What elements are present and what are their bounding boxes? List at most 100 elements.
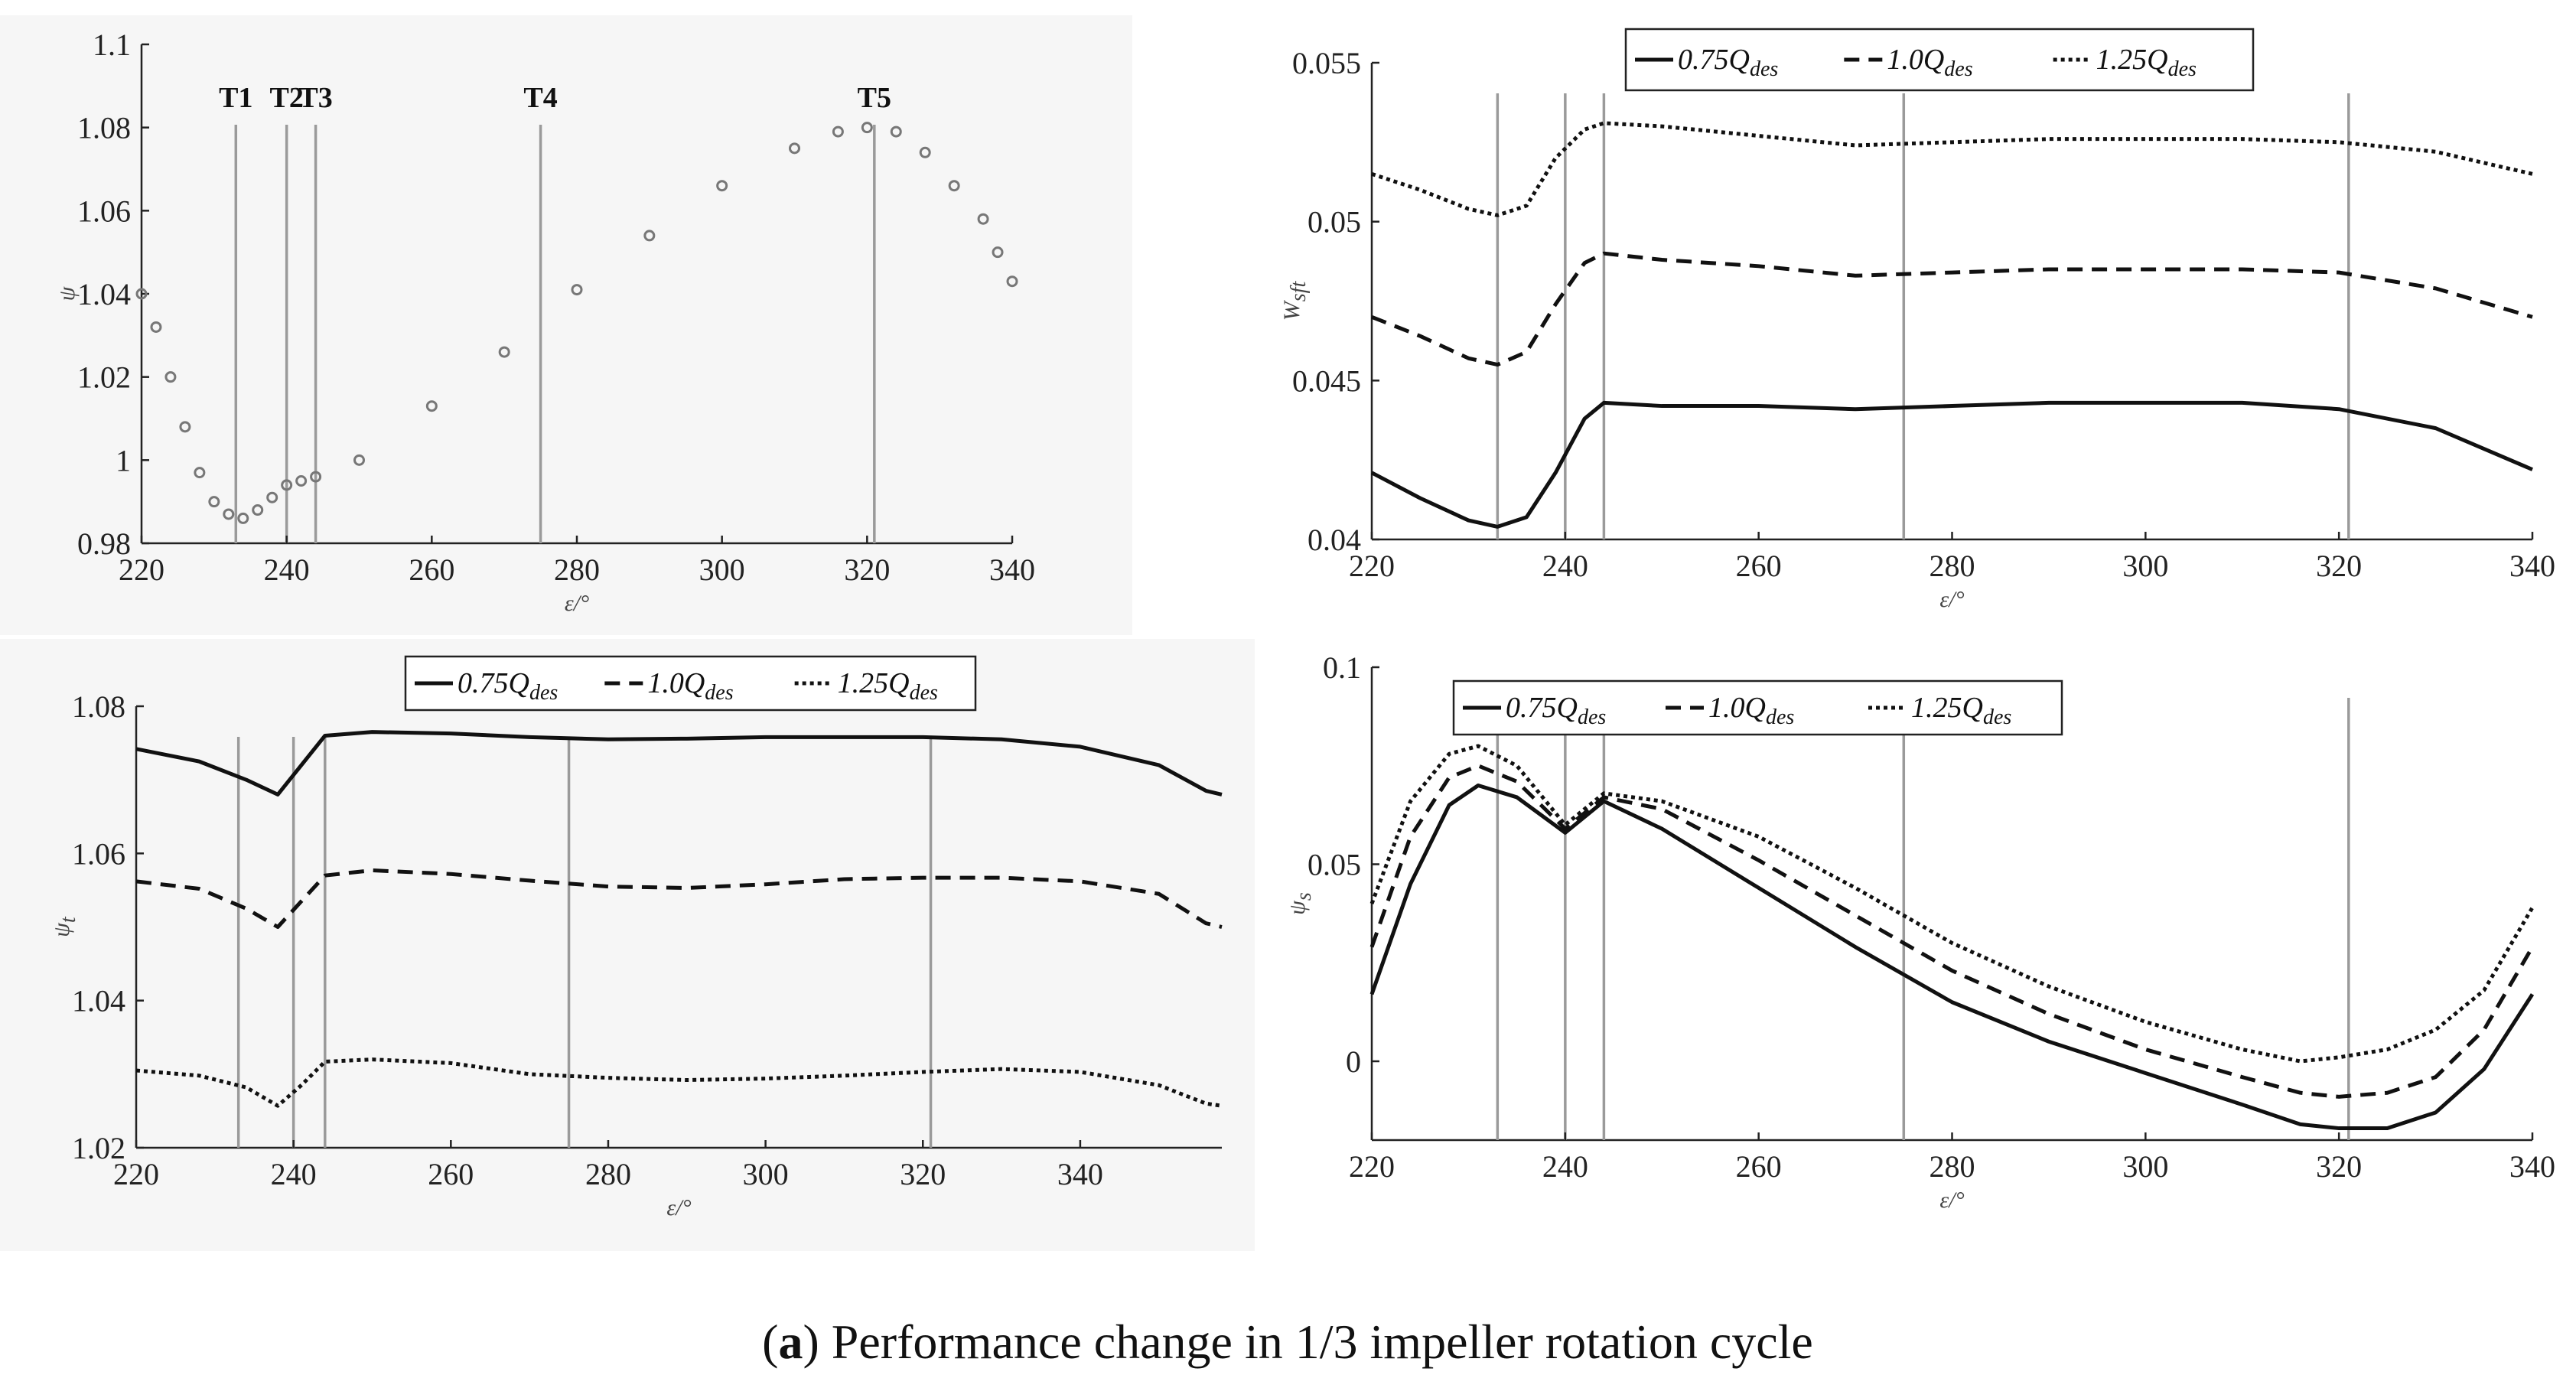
data-point: [992, 246, 1004, 259]
y-tick-label: 1.06: [72, 836, 125, 871]
data-point: [498, 346, 510, 358]
x-tick-label: 340: [1057, 1157, 1103, 1191]
data-point: [150, 321, 162, 333]
legend-q: Q: [1729, 44, 1750, 76]
legend: 0.75Qdes 1.0Qdes 1.25Qdes: [404, 655, 977, 712]
legend-label: 1.25Qdes: [1911, 692, 2011, 729]
legend-box: [1452, 679, 2063, 736]
legend-q: Q: [1745, 692, 1766, 724]
data-point: [571, 284, 583, 296]
x-tick-label: 280: [1930, 1149, 1975, 1184]
y-tick-label: 1.1: [93, 28, 131, 62]
data-point: [1006, 275, 1018, 288]
data-point: [194, 467, 206, 479]
legend-box: [1624, 28, 2255, 92]
legend: 0.75Qdes 1.0Qdes 1.25Qdes: [1452, 679, 2063, 736]
legend-sub: des: [1578, 705, 1606, 729]
x-tick-label: 240: [1542, 549, 1588, 583]
data-point: [266, 491, 278, 503]
x-tick-label: 280: [554, 552, 600, 587]
legend-q: Q: [1557, 692, 1578, 724]
y-tick-label: 0.045: [1292, 363, 1361, 398]
x-tick-label: 300: [699, 552, 745, 587]
y-tick-label: 1.08: [72, 689, 125, 724]
x-tick-label: 280: [1930, 549, 1975, 583]
legend-sub: des: [910, 681, 938, 705]
series-line-1-0qdes: [135, 868, 1223, 929]
x-axis-label: ε/°: [1939, 1188, 1964, 1213]
x-tick-label: 260: [428, 1157, 474, 1191]
series-line-0-75qdes: [1370, 400, 2533, 529]
data-point: [890, 125, 902, 138]
x-tick-label: 300: [743, 1157, 789, 1191]
x-tick-label: 240: [1542, 1149, 1588, 1184]
x-tick-label: 280: [585, 1157, 631, 1191]
legend-sub: des: [529, 681, 558, 705]
legend-sub: des: [1766, 705, 1794, 729]
legend-q: Q: [1962, 692, 1983, 724]
x-tick-label: 340: [2509, 1149, 2555, 1184]
y-axis-label-subscript: s: [1292, 892, 1316, 901]
legend-coef: 1.25: [2096, 44, 2148, 76]
series-line-1-0qdes: [1369, 764, 2535, 1099]
y-tick-label: 1.08: [77, 111, 131, 145]
x-tick-label: 320: [2316, 1149, 2362, 1184]
legend-coef: 1.0: [647, 667, 684, 699]
series-line-0-75qdes: [1369, 784, 2535, 1131]
x-tick-label: 300: [2122, 1149, 2168, 1184]
data-point: [179, 421, 191, 433]
y-axis-label: ψs: [1285, 892, 1316, 915]
y-axis-label-subscript: t: [57, 916, 80, 923]
x-axis-label: ε/°: [666, 1195, 691, 1220]
figure-caption: (a) Performance change in 1/3 impeller r…: [762, 1315, 1813, 1369]
data-point: [237, 512, 249, 524]
data-point: [861, 122, 873, 134]
x-tick-label: 320: [2316, 549, 2362, 583]
data-point: [716, 180, 728, 192]
y-tick-label: 0.055: [1292, 46, 1361, 80]
data-point: [425, 400, 438, 412]
x-tick-label: 320: [844, 552, 890, 587]
y-tick-label: 0.1: [1323, 650, 1361, 685]
legend-label: 1.0Qdes: [1708, 692, 1794, 729]
legend-coef: 1.0: [1887, 44, 1923, 76]
series-line-1-25qdes: [1371, 121, 2533, 217]
series-line-1-25qdes: [1369, 744, 2535, 1064]
y-tick-label: 0: [1346, 1044, 1361, 1079]
data-point: [310, 471, 322, 483]
marker-label-t4: T4: [523, 82, 557, 114]
data-point: [164, 371, 177, 383]
data-point: [832, 125, 844, 138]
data-point: [919, 146, 931, 158]
x-tick-label: 300: [2122, 549, 2168, 583]
legend-label: 0.75Qdes: [458, 667, 558, 705]
data-point: [643, 230, 656, 242]
x-tick-label: 260: [1736, 1149, 1782, 1184]
legend: 0.75Qdes 1.0Qdes 1.25Qdes: [1624, 28, 2255, 92]
legend-label: 1.25Qdes: [838, 667, 938, 705]
data-point: [977, 213, 989, 225]
legend-coef: 1.0: [1708, 692, 1745, 724]
marker-label-t3: T3: [298, 82, 332, 114]
series-line-1-25qdes: [135, 1057, 1223, 1108]
legend-sub: des: [705, 681, 733, 705]
data-point: [135, 288, 148, 300]
data-point: [223, 508, 235, 520]
y-tick-label: 0.98: [77, 526, 131, 561]
y-tick-label: 1.06: [77, 194, 131, 228]
legend-coef: 0.75: [1678, 44, 1729, 76]
y-tick-label: 1.02: [72, 1131, 125, 1165]
data-point: [252, 504, 264, 516]
legend-sub: des: [1944, 57, 1972, 81]
legend-coef: 1.25: [1911, 692, 1962, 724]
data-point: [948, 180, 960, 192]
legend-q: Q: [1923, 44, 1944, 76]
y-tick-label: 0.04: [1308, 523, 1361, 557]
x-tick-label: 340: [2509, 549, 2555, 583]
x-tick-label: 260: [409, 552, 454, 587]
x-tick-label: 260: [1736, 549, 1782, 583]
legend-label: 1.0Qdes: [647, 667, 733, 705]
x-tick-label: 320: [900, 1157, 946, 1191]
